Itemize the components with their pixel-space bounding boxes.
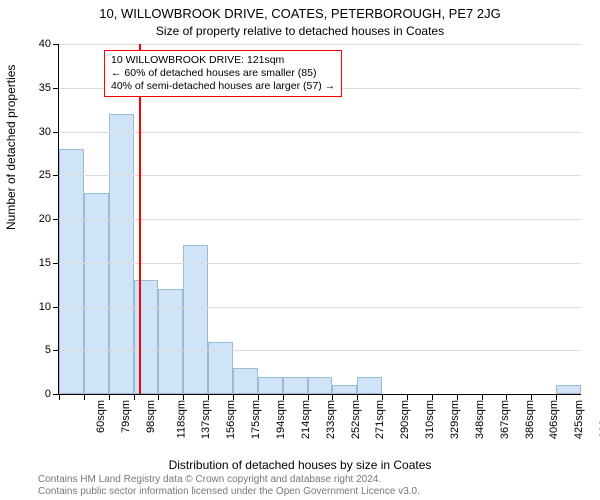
x-tick-label: 98sqm (145, 400, 157, 433)
x-tick (59, 394, 60, 400)
footer-line: Contains HM Land Registry data © Crown c… (38, 474, 420, 486)
y-tick-label: 25 (39, 169, 51, 181)
bar (158, 289, 183, 394)
x-tick (258, 394, 259, 400)
x-tick (357, 394, 358, 400)
x-tick (308, 394, 309, 400)
bar (258, 377, 283, 395)
x-tick-label: 310sqm (424, 400, 436, 439)
x-tick (482, 394, 483, 400)
x-tick-label: 137sqm (201, 400, 213, 439)
x-tick-label: 60sqm (95, 400, 107, 433)
y-tick (53, 263, 59, 264)
y-tick (53, 132, 59, 133)
bar (332, 385, 357, 394)
x-tick-label: 233sqm (325, 400, 337, 439)
x-tick (283, 394, 284, 400)
bar (109, 114, 134, 394)
y-tick-label: 30 (39, 126, 51, 138)
bar (84, 193, 109, 394)
x-tick (233, 394, 234, 400)
x-axis-label: Distribution of detached houses by size … (0, 458, 600, 472)
y-tick-label: 0 (45, 388, 51, 400)
x-tick-label: 175sqm (250, 400, 262, 439)
x-tick (531, 394, 532, 400)
gridline (59, 219, 581, 220)
y-tick (53, 307, 59, 308)
bar (556, 385, 581, 394)
page-subtitle: Size of property relative to detached ho… (0, 24, 600, 38)
y-axis-label: Number of detached properties (4, 65, 18, 230)
gridline (59, 263, 581, 264)
x-tick (158, 394, 159, 400)
x-tick-label: 252sqm (350, 400, 362, 439)
gridline (59, 307, 581, 308)
x-tick (432, 394, 433, 400)
y-tick-label: 10 (39, 301, 51, 313)
x-tick (183, 394, 184, 400)
x-tick (332, 394, 333, 400)
x-tick (556, 394, 557, 400)
bar (308, 377, 333, 395)
footer-line: Contains public sector information licen… (38, 486, 420, 498)
page-title: 10, WILLOWBROOK DRIVE, COATES, PETERBORO… (0, 6, 600, 21)
y-tick-label: 35 (39, 82, 51, 94)
y-tick (53, 88, 59, 89)
y-tick-label: 15 (39, 257, 51, 269)
x-tick-label: 271sqm (375, 400, 387, 439)
x-tick-label: 348sqm (474, 400, 486, 439)
y-tick (53, 350, 59, 351)
chart-plot-area: 051015202530354060sqm79sqm98sqm118sqm137… (58, 44, 581, 395)
gridline (59, 350, 581, 351)
x-tick (407, 394, 408, 400)
x-tick-label: 406sqm (549, 400, 561, 439)
gridline (59, 132, 581, 133)
bar (59, 149, 84, 394)
y-tick-label: 40 (39, 38, 51, 50)
x-tick-label: 425sqm (573, 400, 585, 439)
gridline (59, 175, 581, 176)
x-tick (109, 394, 110, 400)
y-tick-label: 5 (45, 344, 51, 356)
x-tick-label: 329sqm (449, 400, 461, 439)
x-tick-label: 290sqm (399, 400, 411, 439)
bar (183, 245, 208, 394)
x-tick (457, 394, 458, 400)
annotation-line: 10 WILLOWBROOK DRIVE: 121sqm (111, 54, 335, 67)
x-tick-label: 156sqm (225, 400, 237, 439)
x-tick-label: 79sqm (120, 400, 132, 433)
y-tick (53, 219, 59, 220)
y-tick-label: 20 (39, 213, 51, 225)
x-tick (208, 394, 209, 400)
gridline (59, 44, 581, 45)
bar (283, 377, 308, 395)
x-tick (134, 394, 135, 400)
footer-attribution: Contains HM Land Registry data © Crown c… (38, 474, 420, 498)
x-tick (84, 394, 85, 400)
annotation-line: 40% of semi-detached houses are larger (… (111, 80, 335, 93)
annotation-line: ← 60% of detached houses are smaller (85… (111, 67, 335, 80)
bar (233, 368, 258, 394)
x-tick-label: 214sqm (300, 400, 312, 439)
y-tick (53, 44, 59, 45)
x-tick (506, 394, 507, 400)
x-tick (382, 394, 383, 400)
annotation-box: 10 WILLOWBROOK DRIVE: 121sqm← 60% of det… (104, 50, 342, 97)
bar (357, 377, 382, 395)
bar (134, 280, 159, 394)
x-tick-label: 118sqm (175, 400, 187, 438)
y-tick (53, 175, 59, 176)
x-tick-label: 367sqm (499, 400, 511, 439)
x-tick-label: 386sqm (524, 400, 536, 439)
x-tick-label: 194sqm (275, 400, 287, 439)
